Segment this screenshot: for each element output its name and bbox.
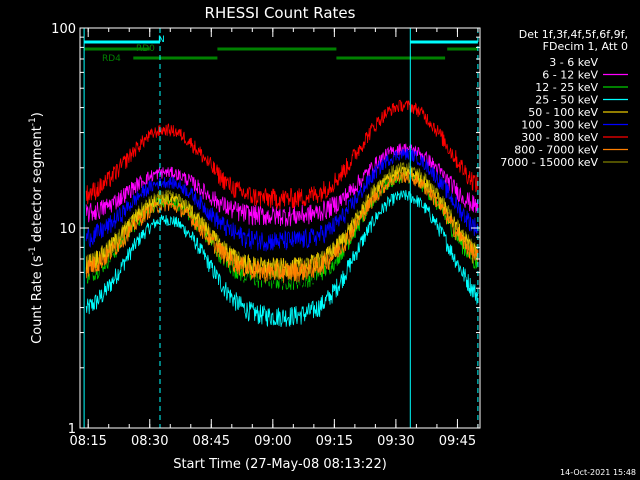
flag-label-rd4: RD4 xyxy=(102,54,121,64)
legend-label: 25 - 50 keV xyxy=(535,94,598,107)
x-tick-label: 09:15 xyxy=(316,434,353,449)
chart-title: RHESSI Count Rates xyxy=(205,4,356,22)
legend-label: 50 - 100 keV xyxy=(528,106,598,119)
y-axis-label-end: ) xyxy=(30,112,45,117)
x-axis-label: Start Time (27-May-08 08:13:22) xyxy=(173,457,387,472)
series-line-7000to15000keV xyxy=(85,162,479,280)
flag-label-rd0: RD0 xyxy=(136,44,155,54)
x-tick-label: 09:45 xyxy=(439,434,476,449)
x-tick-label: 08:30 xyxy=(131,434,168,449)
footer-date: 14-Oct-2021 15:48 xyxy=(560,468,636,477)
x-tick-label: 08:45 xyxy=(193,434,230,449)
y-axis-label-mid: detector segment xyxy=(30,126,45,246)
legend-label: 800 - 7000 keV xyxy=(514,144,598,157)
legend-label: 3 - 6 keV xyxy=(549,56,598,69)
legend-header-line: Det 1f,3f,4f,5f,6f,9f, xyxy=(519,28,628,41)
y-tick-label: 1 xyxy=(68,422,76,437)
series-line-300to800keV xyxy=(85,99,479,209)
legend-label: 7000 - 15000 keV xyxy=(500,156,598,169)
legend-label: 300 - 800 keV xyxy=(521,131,598,144)
y-axis-label-main: Count Rate (s xyxy=(30,255,45,344)
y-axis-label-sup2: -1 xyxy=(28,117,38,126)
legend-label: 12 - 25 keV xyxy=(535,81,598,94)
y-tick-label: 10 xyxy=(59,222,76,237)
legend-label: 6 - 12 keV xyxy=(542,69,598,82)
x-tick-label: 09:00 xyxy=(254,434,291,449)
legend-label: 100 - 300 keV xyxy=(521,119,598,132)
series-line-100to300keV xyxy=(85,148,479,252)
flag-label-n: N xyxy=(158,35,165,45)
series-line-800to7000keV xyxy=(85,171,479,283)
series-line-25to50keV xyxy=(85,190,479,328)
legend-header-line: FDecim 1, Att 0 xyxy=(543,40,628,53)
y-tick-label: 100 xyxy=(51,22,76,37)
y-axis-label-sup1: -1 xyxy=(28,246,38,255)
x-tick-label: 09:30 xyxy=(377,434,414,449)
x-tick-label: 08:15 xyxy=(69,434,106,449)
y-axis-label: Count Rate (s-1 detector segment-1) xyxy=(28,112,45,344)
